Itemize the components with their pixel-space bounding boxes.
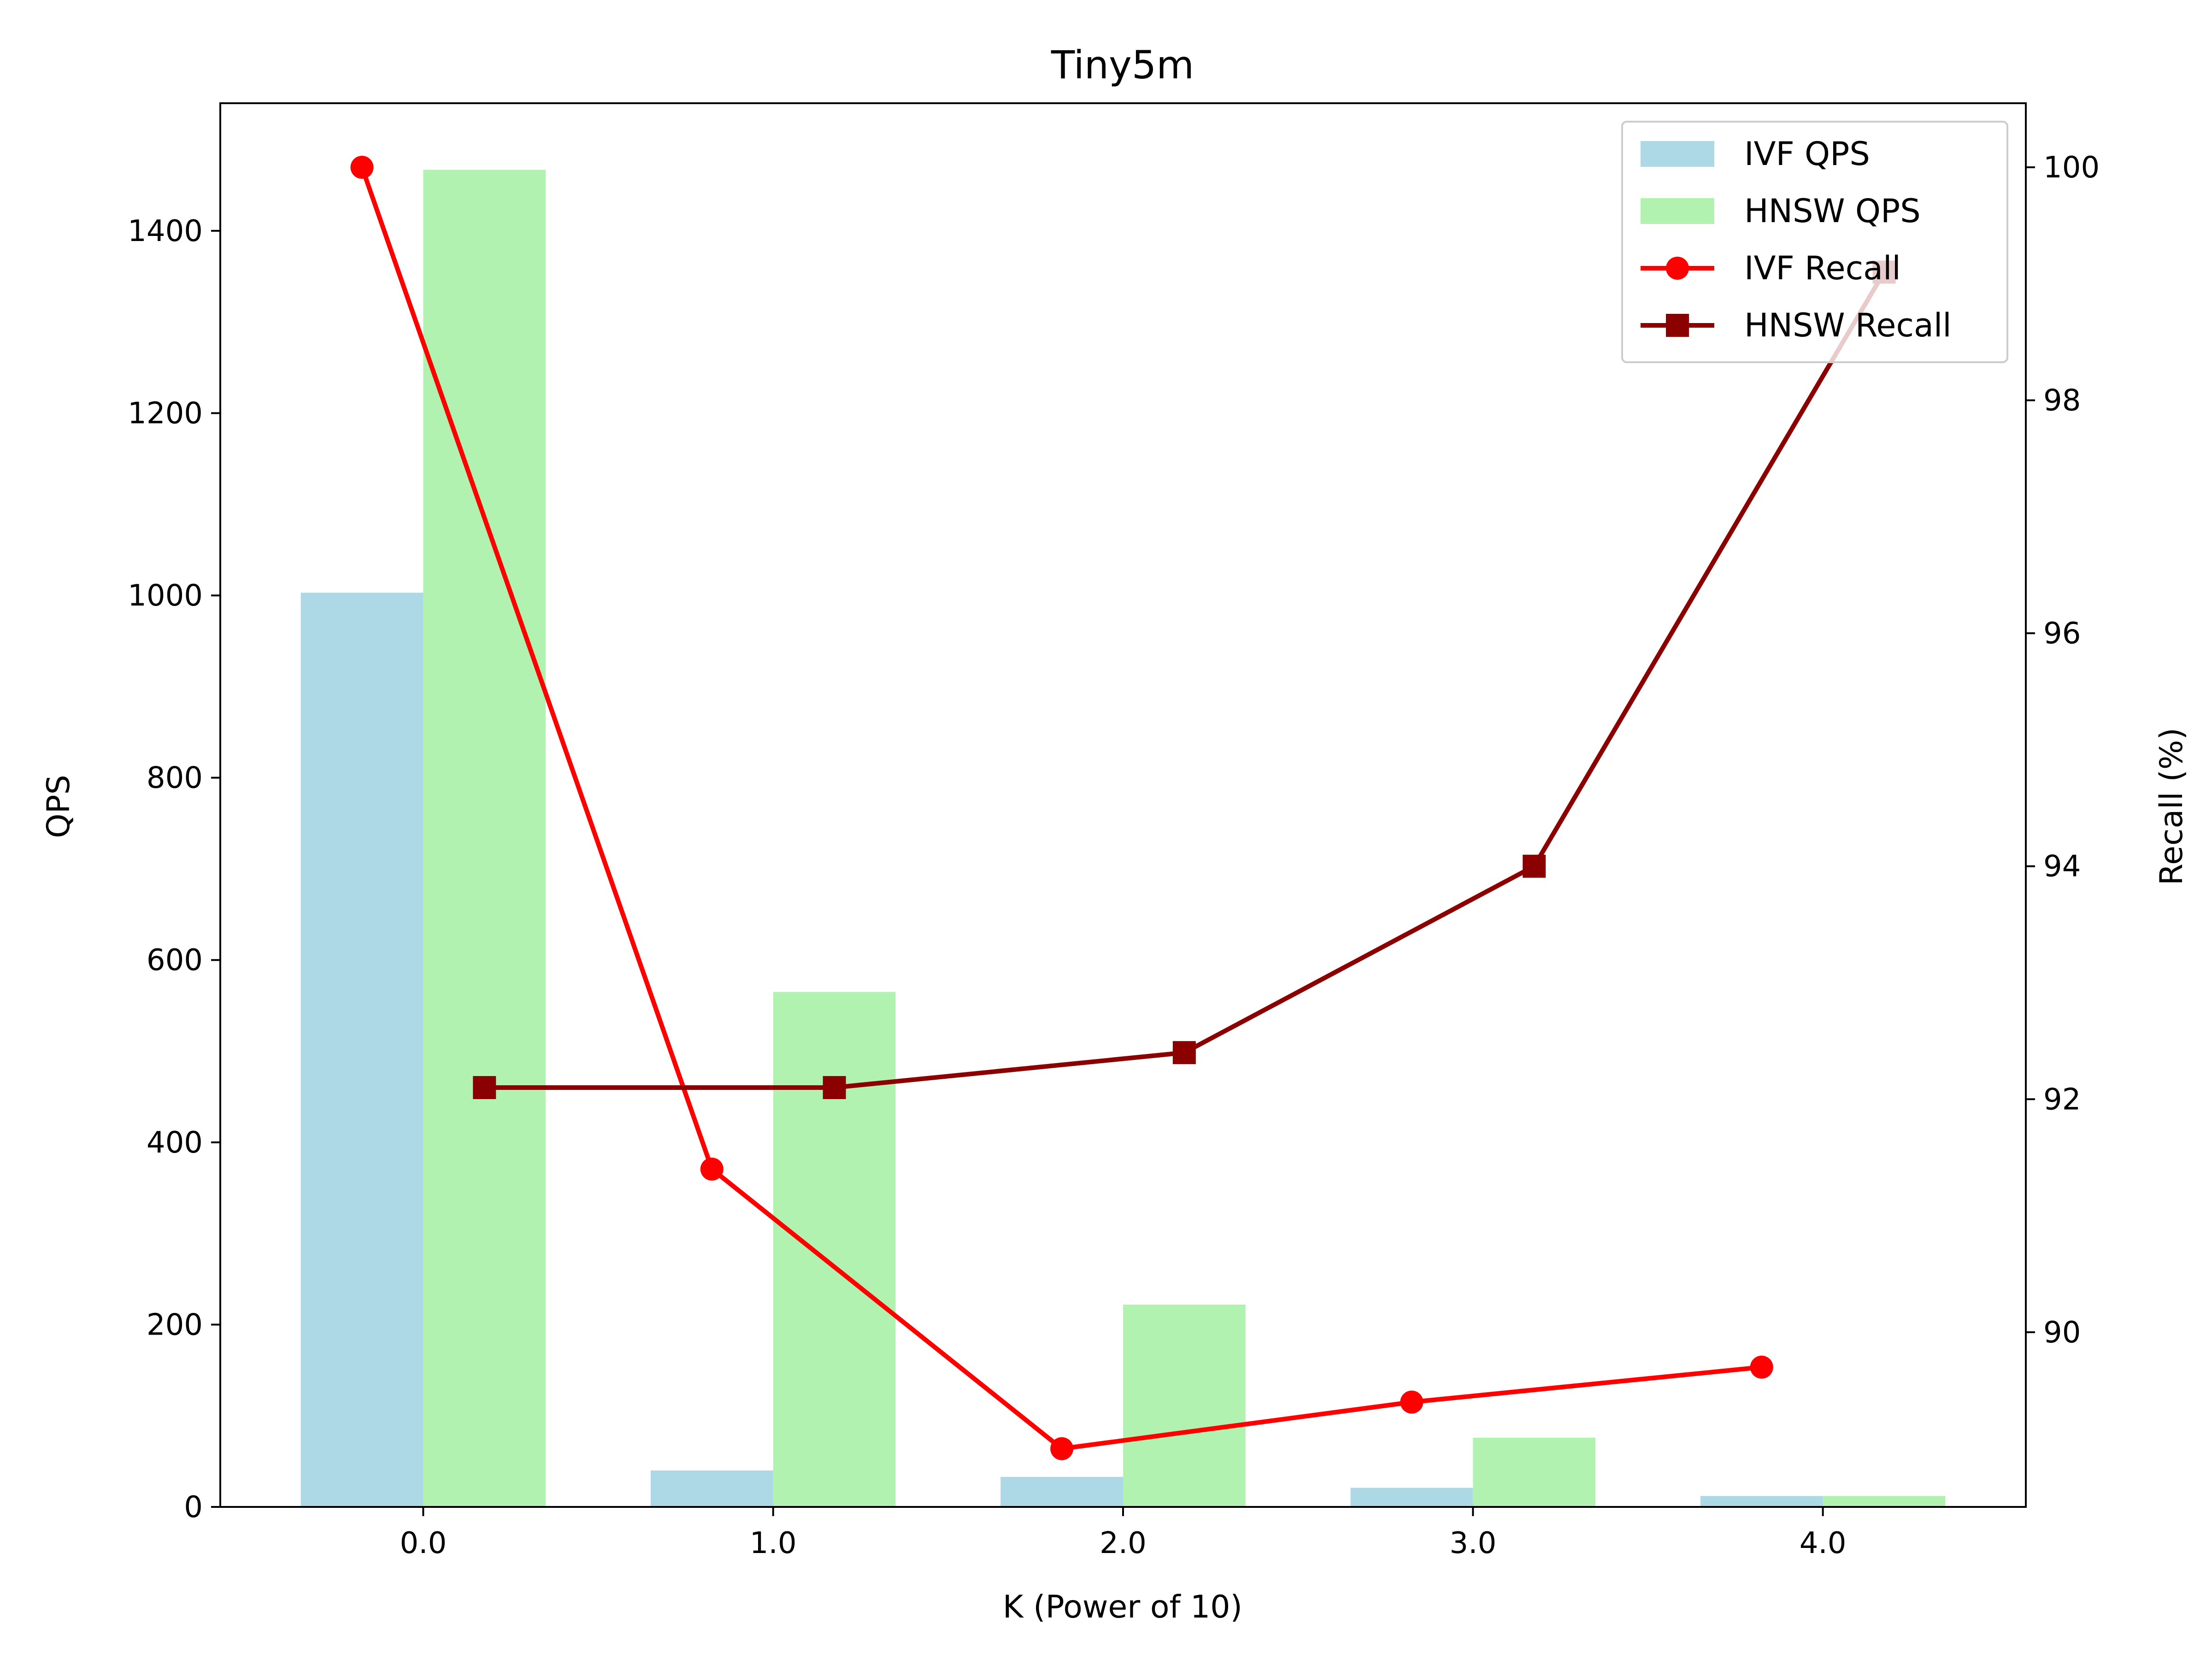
point-hnsw-recall-0 xyxy=(473,1076,496,1099)
bar-ivf-qps-3 xyxy=(1350,1488,1473,1507)
legend: IVF QPS HNSW QPS IVF Recall HNSW Recall xyxy=(1621,121,2008,363)
y-tick-label-800: 800 xyxy=(147,761,203,795)
legend-swatch-hnsw-qps xyxy=(1641,198,1714,224)
bar-ivf-qps-2 xyxy=(1000,1477,1123,1507)
left-axis: 0 200 400 600 800 1000 1200 1400 xyxy=(128,214,220,1524)
legend-box xyxy=(1621,121,2008,363)
bar-hnsw-qps-0 xyxy=(423,170,546,1507)
legend-label-ivf-qps: IVF QPS xyxy=(1744,135,1870,173)
point-ivf-recall-3 xyxy=(1400,1390,1424,1414)
y-right-tick-label-90: 90 xyxy=(2043,1316,2081,1350)
y-axis-label-right: Recall (%) xyxy=(2153,728,2190,885)
y-tick-label-1400: 1400 xyxy=(128,214,203,248)
y-tick-label-1000: 1000 xyxy=(128,579,203,613)
y-axis-label: QPS xyxy=(41,775,77,838)
lines xyxy=(350,156,1896,1460)
bar-hnsw-qps-2 xyxy=(1123,1304,1246,1507)
legend-marker-hnsw-recall xyxy=(1666,314,1689,337)
legend-label-hnsw-recall: HNSW Recall xyxy=(1744,306,1952,344)
x-tick-label-0: 0.0 xyxy=(400,1526,447,1560)
y-right-tick-label-96: 96 xyxy=(2043,617,2081,651)
y-tick-label-600: 600 xyxy=(147,943,203,977)
bar-ivf-qps-0 xyxy=(300,593,424,1507)
bottom-axis: 0.0 1.0 2.0 3.0 4.0 xyxy=(400,1507,1847,1560)
y-tick-label-0: 0 xyxy=(184,1490,203,1524)
bar-ivf-qps-4 xyxy=(1700,1496,1823,1507)
bar-ivf-qps-1 xyxy=(650,1470,773,1507)
y-tick-label-200: 200 xyxy=(147,1308,203,1342)
bar-hnsw-qps-3 xyxy=(1473,1437,1596,1507)
x-tick-label-2: 2.0 xyxy=(1100,1526,1147,1560)
bar-hnsw-qps-4 xyxy=(1823,1496,1946,1507)
point-ivf-recall-4 xyxy=(1750,1355,1773,1379)
point-hnsw-recall-1 xyxy=(823,1076,846,1099)
right-axis: 90 92 94 96 98 100 xyxy=(2026,151,2100,1350)
y-right-tick-label-94: 94 xyxy=(2043,850,2081,884)
x-tick-label-3: 3.0 xyxy=(1449,1526,1496,1560)
y-tick-label-400: 400 xyxy=(147,1126,203,1160)
y-right-tick-label-98: 98 xyxy=(2043,384,2081,418)
bars xyxy=(300,170,1946,1507)
point-ivf-recall-1 xyxy=(700,1157,724,1181)
chart-title: Tiny5m xyxy=(1051,42,1194,88)
legend-marker-ivf-recall xyxy=(1666,257,1689,280)
bar-hnsw-qps-1 xyxy=(773,992,896,1507)
point-hnsw-recall-2 xyxy=(1172,1041,1196,1065)
x-tick-label-1: 1.0 xyxy=(750,1526,797,1560)
point-hnsw-recall-3 xyxy=(1523,854,1546,878)
y-right-tick-label-100: 100 xyxy=(2043,151,2100,185)
legend-label-hnsw-qps: HNSW QPS xyxy=(1744,192,1921,230)
legend-label-ivf-recall: IVF Recall xyxy=(1744,249,1901,287)
legend-swatch-ivf-qps xyxy=(1641,141,1714,167)
x-tick-label-4: 4.0 xyxy=(1800,1526,1847,1560)
x-axis-label: K (Power of 10) xyxy=(1003,1589,1242,1625)
point-ivf-recall-0 xyxy=(350,156,374,179)
y-right-tick-label-92: 92 xyxy=(2043,1082,2081,1117)
point-ivf-recall-2 xyxy=(1050,1437,1074,1460)
y-tick-label-1200: 1200 xyxy=(128,396,203,430)
